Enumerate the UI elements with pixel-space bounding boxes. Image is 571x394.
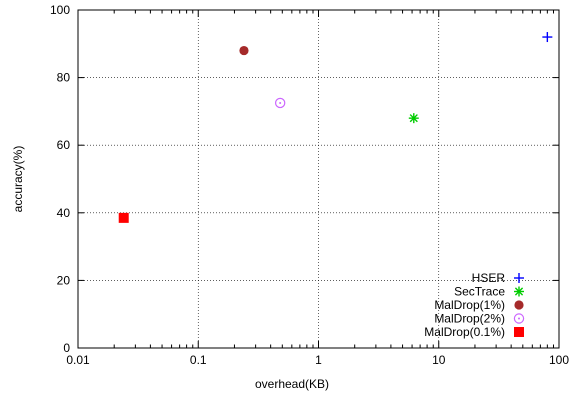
data-point (274, 97, 286, 109)
data-point (542, 32, 553, 43)
y-tick-label: 80 (57, 71, 71, 85)
data-point (408, 113, 419, 124)
y-tick-label: 40 (57, 206, 71, 220)
data-point (118, 212, 129, 223)
data-point (239, 45, 249, 56)
legend-label: MalDrop(2%) (434, 312, 505, 326)
legend-marker (514, 273, 524, 283)
x-tick-label: 10 (432, 353, 446, 367)
y-tick-label: 60 (57, 138, 71, 152)
x-axis-label: overhead(KB) (255, 377, 329, 391)
x-tick-label: 1 (315, 353, 322, 367)
data-points (118, 32, 553, 223)
legend: HSERSecTraceMalDrop(1%)MalDrop(2%)MalDro… (424, 271, 525, 339)
x-tick-label: 0.1 (190, 353, 207, 367)
y-axis-label: accuracy(%) (11, 146, 25, 213)
x-tick-label: 0.01 (66, 353, 90, 367)
y-axis: 0 20 40 60 80 100 (50, 3, 559, 355)
x-axis: 0.01 0.1 1 10 100 (66, 10, 569, 367)
legend-marker (514, 327, 524, 337)
legend-label: HSER (472, 271, 506, 285)
legend-label: MalDrop(0.1%) (424, 325, 505, 339)
legend-marker (513, 313, 525, 324)
grid-lines (78, 10, 559, 348)
legend-marker (514, 300, 524, 310)
legend-label: SecTrace (454, 285, 505, 299)
y-tick-label: 100 (50, 3, 70, 17)
legend-marker (514, 286, 524, 297)
y-tick-label: 0 (63, 341, 70, 355)
legend-label: MalDrop(1%) (434, 298, 505, 312)
x-tick-label: 100 (549, 353, 569, 367)
y-tick-label: 20 (57, 273, 71, 287)
